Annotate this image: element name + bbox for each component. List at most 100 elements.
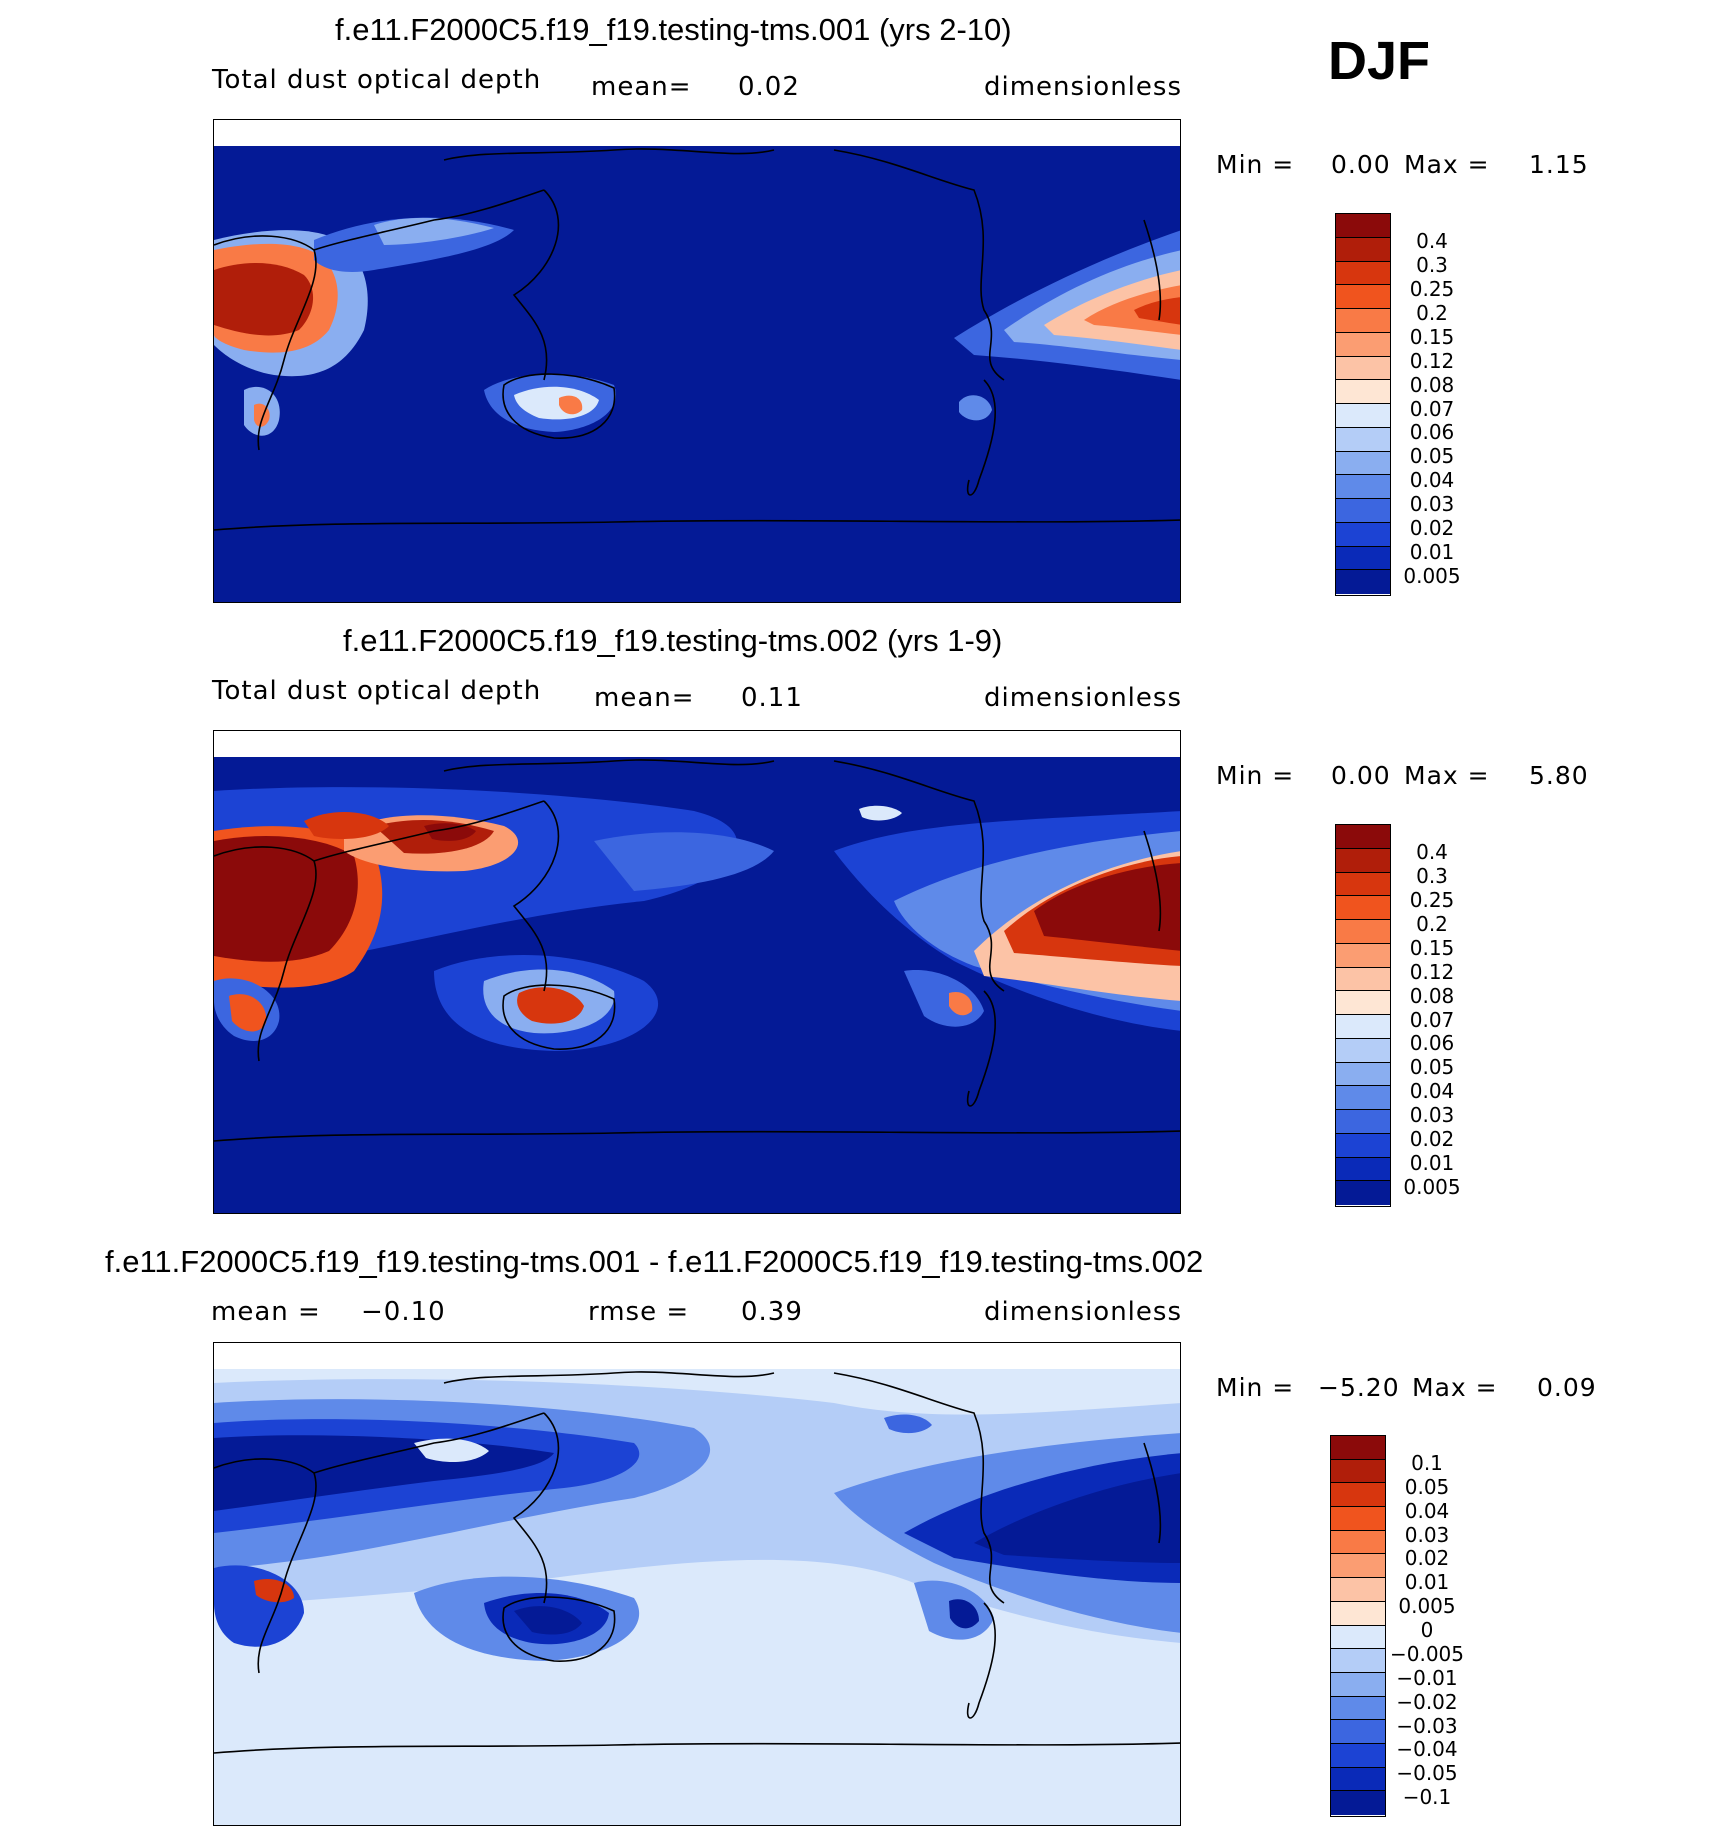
colorbar-swatch <box>1336 967 1390 992</box>
panel-1-coastlines <box>214 148 1180 531</box>
colorbar-tick-label: 0.06 <box>1409 420 1455 445</box>
colorbar-tick-label: 0 <box>1420 1618 1434 1642</box>
colorbar-swatch <box>1336 356 1390 381</box>
panel-3-units: dimensionless <box>984 1297 1182 1327</box>
panel-2-min-label: Min = <box>1216 761 1295 790</box>
colorbar-tick-label: −0.04 <box>1396 1737 1458 1762</box>
colorbar-swatch <box>1336 451 1390 476</box>
colorbar-tick-label: 0.07 <box>1409 396 1455 421</box>
colorbar-tick-label: −0.03 <box>1396 1713 1458 1738</box>
colorbar-swatch <box>1336 570 1390 594</box>
colorbar-swatch <box>1336 1181 1390 1205</box>
colorbar-swatch <box>1336 1015 1390 1039</box>
colorbar-tick-label: 0.03 <box>1409 492 1455 517</box>
colorbar-swatch <box>1336 943 1390 968</box>
colorbar-swatch <box>1336 825 1390 849</box>
colorbar-swatch <box>1336 1062 1390 1087</box>
colorbar-tick-label: −0.01 <box>1396 1665 1458 1690</box>
panel-1-mean-value: 0.02 <box>738 72 800 102</box>
colorbar-tick-label: 0.02 <box>1409 1127 1455 1152</box>
colorbar-tick-label: 0.01 <box>1404 1570 1450 1595</box>
panel-3-max-value: 0.09 <box>1537 1373 1597 1402</box>
colorbar-swatch <box>1336 380 1390 404</box>
colorbar-tick-label: 0.005 <box>1403 564 1461 589</box>
colorbar-swatch <box>1336 237 1390 262</box>
panel-1-min-value: 0.00 <box>1331 150 1391 179</box>
panel-2-units: dimensionless <box>984 683 1182 713</box>
colorbar-swatch <box>1331 1720 1385 1744</box>
colorbar-tick-label: 0.03 <box>1409 1103 1455 1128</box>
panel-3-colorbar <box>1330 1435 1386 1817</box>
colorbar-swatch <box>1336 332 1390 357</box>
colorbar-tick-label: 0.05 <box>1409 1055 1455 1080</box>
colorbar-swatch <box>1336 427 1390 452</box>
colorbar-swatch <box>1331 1672 1385 1697</box>
colorbar-swatch <box>1336 1157 1390 1182</box>
colorbar-swatch <box>1336 475 1390 499</box>
colorbar-tick-label: 0.06 <box>1409 1031 1455 1056</box>
colorbar-swatch <box>1336 285 1390 309</box>
colorbar-tick-label: 0.07 <box>1409 1007 1455 1032</box>
colorbar-swatch <box>1331 1649 1385 1673</box>
panel-3-min-value: −5.20 <box>1318 1373 1400 1402</box>
colorbar-tick-label: 0.04 <box>1404 1498 1450 1523</box>
colorbar-swatch <box>1331 1696 1385 1721</box>
colorbar-swatch <box>1331 1507 1385 1531</box>
colorbar-swatch <box>1331 1767 1385 1792</box>
colorbar-swatch <box>1336 214 1390 238</box>
colorbar-swatch <box>1336 1086 1390 1110</box>
panel-1-units: dimensionless <box>984 72 1182 102</box>
colorbar-tick-label: 0.01 <box>1409 1151 1455 1176</box>
panel-1-max-label: Max = <box>1404 150 1490 179</box>
colorbar-swatch <box>1331 1554 1385 1579</box>
panel-3-rmse-value: 0.39 <box>741 1297 803 1327</box>
panel-2-variable-label: Total dust optical depth <box>212 676 542 706</box>
panel-2-max-value: 5.80 <box>1529 761 1589 790</box>
colorbar-tick-label: 0.01 <box>1409 540 1455 565</box>
colorbar-swatch <box>1331 1436 1385 1460</box>
panel-2-max-label: Max = <box>1404 761 1490 790</box>
colorbar-tick-label: 0.03 <box>1404 1522 1450 1547</box>
colorbar-tick-label: −0.05 <box>1396 1761 1458 1786</box>
panel-1-variable-label: Total dust optical depth <box>212 65 542 95</box>
panel-1-title: f.e11.F2000C5.f19_f19.testing-tms.001 (y… <box>335 12 1012 47</box>
panel-3-rmse-label: rmse = <box>588 1297 690 1327</box>
colorbar-tick-label: 0.4 <box>1416 228 1448 253</box>
panel-1-mean-label: mean= <box>591 72 692 102</box>
colorbar-tick-label: −0.02 <box>1396 1689 1458 1714</box>
colorbar-tick-label: 0.2 <box>1416 911 1448 936</box>
colorbar-tick-label: 0.25 <box>1409 887 1455 912</box>
colorbar-swatch <box>1336 522 1390 547</box>
panel-2-mean-value: 0.11 <box>741 683 803 713</box>
colorbar-swatch <box>1331 1530 1385 1555</box>
colorbar-tick-label: 0.08 <box>1409 372 1455 397</box>
panel-1-max-value: 1.15 <box>1529 150 1589 179</box>
colorbar-swatch <box>1336 261 1390 286</box>
colorbar-tick-label: 0.4 <box>1416 839 1448 864</box>
colorbar-tick-label: 0.15 <box>1409 324 1455 349</box>
colorbar-swatch <box>1336 1038 1390 1063</box>
colorbar-tick-label: 0.05 <box>1404 1474 1450 1499</box>
panel-3-max-label: Max = <box>1412 1373 1498 1402</box>
panel-3-min-label: Min = <box>1216 1373 1295 1402</box>
colorbar-swatch <box>1336 404 1390 428</box>
colorbar-swatch <box>1336 1110 1390 1134</box>
colorbar-tick-label: 0.12 <box>1409 348 1455 373</box>
colorbar-tick-label: 0.005 <box>1398 1594 1456 1619</box>
colorbar-swatch <box>1336 309 1390 333</box>
panel-2-title: f.e11.F2000C5.f19_f19.testing-tms.002 (y… <box>343 623 1003 658</box>
colorbar-swatch <box>1331 1743 1385 1768</box>
colorbar-tick-label: −0.1 <box>1402 1785 1452 1810</box>
colorbar-swatch <box>1331 1601 1385 1626</box>
panel-1-colorbar <box>1335 213 1391 596</box>
colorbar-tick-label: 0.02 <box>1409 516 1455 541</box>
colorbar-swatch <box>1336 1133 1390 1158</box>
panel-3-mean-value: −0.10 <box>361 1297 446 1327</box>
colorbar-tick-label: 0.04 <box>1409 1079 1455 1104</box>
panel-1-min-label: Min = <box>1216 150 1295 179</box>
colorbar-tick-label: 0.15 <box>1409 935 1455 960</box>
colorbar-swatch <box>1331 1459 1385 1484</box>
panel-2-min-value: 0.00 <box>1331 761 1391 790</box>
panel-2-mean-label: mean= <box>594 683 695 713</box>
colorbar-tick-label: 0.005 <box>1403 1175 1461 1200</box>
